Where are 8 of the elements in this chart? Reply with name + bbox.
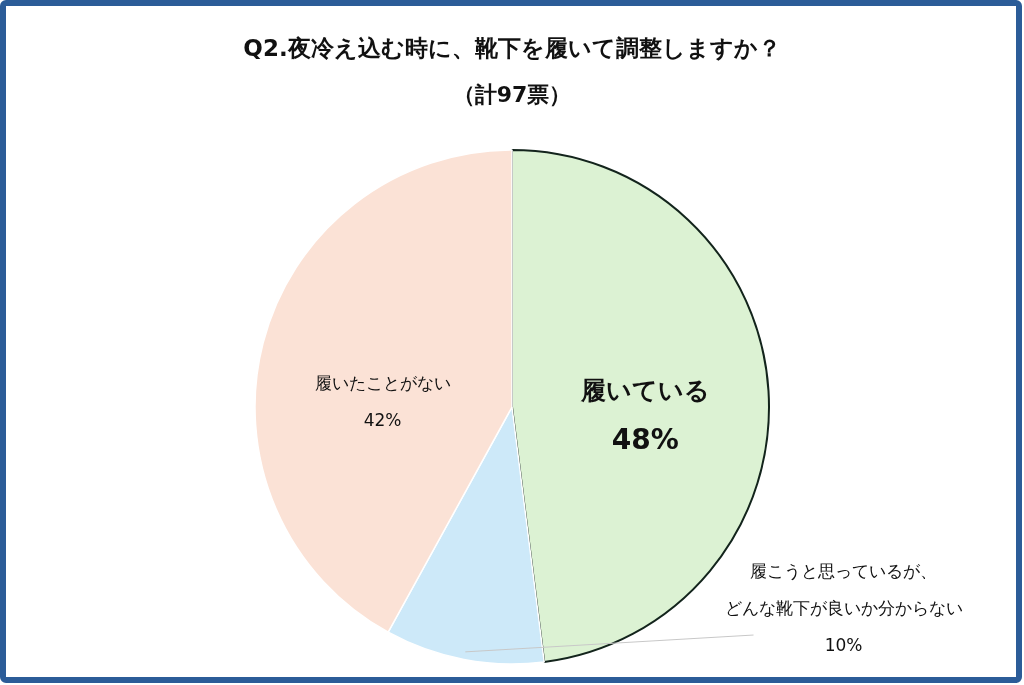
chart-title: Q2.夜冷え込む時に、靴下を履いて調整しますか？ [243, 34, 781, 61]
chart-subtitle: （計97票） [452, 81, 572, 107]
slice-label: 履こうと思っているが、どんな靴下が良いか分からない [724, 561, 963, 619]
data-label: 48% [611, 423, 679, 457]
data-label: 42% [363, 409, 402, 430]
slice-label: 履いている [579, 375, 710, 405]
slice-label: 履いたことがない [314, 372, 451, 393]
data-label: 10% [824, 635, 863, 656]
